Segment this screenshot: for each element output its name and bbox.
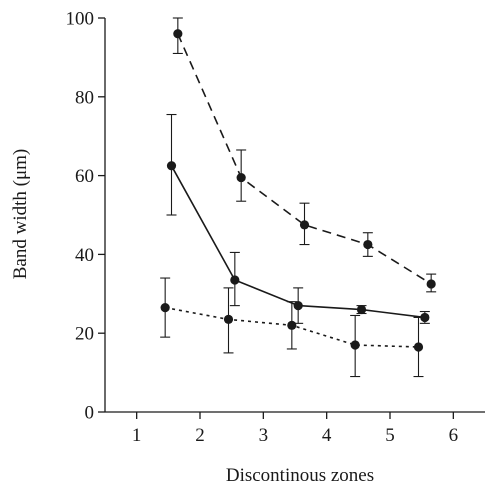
x-tick-label: 4 [322, 425, 332, 446]
data-point [363, 239, 373, 250]
data-point [223, 314, 234, 325]
data-point [160, 302, 170, 313]
y-tick-label: 100 [66, 9, 95, 30]
data-point [230, 275, 240, 285]
data-point [413, 342, 424, 352]
data-point [166, 161, 177, 171]
y-axis: 0 20 40 60 80 100 [66, 9, 106, 424]
data-point [173, 29, 183, 39]
x-tick-label: 2 [195, 425, 205, 446]
series-dashed [172, 17, 437, 293]
series-dotted [160, 277, 424, 378]
y-tick-label: 80 [75, 87, 94, 108]
data-point [356, 304, 367, 315]
y-tick-label: 60 [75, 166, 94, 187]
data-point [420, 312, 430, 323]
series-layer [160, 17, 437, 378]
x-tick-label: 6 [449, 425, 459, 446]
series-solid [166, 113, 430, 324]
data-point [236, 172, 246, 183]
data-point [350, 340, 360, 350]
x-axis: 1 2 3 4 5 6 [105, 411, 485, 446]
x-axis-title: Discontinous zones [226, 465, 374, 486]
x-tick-label: 3 [259, 425, 269, 446]
x-tick-label: 5 [385, 425, 395, 446]
data-point [287, 320, 297, 330]
data-point [293, 301, 303, 311]
x-tick-label: 1 [132, 425, 142, 446]
y-axis-title: Band width (μm) [10, 149, 31, 280]
data-point [426, 279, 436, 289]
data-point [299, 220, 310, 230]
y-tick-label: 40 [75, 245, 94, 266]
y-tick-label: 20 [75, 324, 94, 345]
y-tick-label: 0 [85, 403, 95, 424]
